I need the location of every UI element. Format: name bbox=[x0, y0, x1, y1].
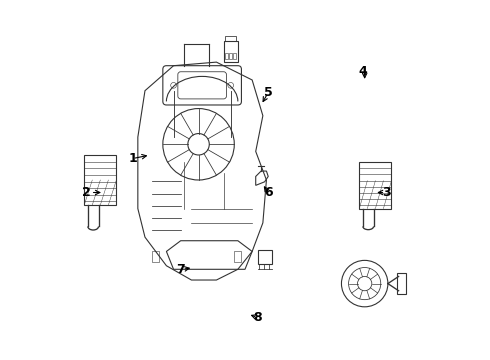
Text: 2: 2 bbox=[82, 186, 91, 199]
Text: 8: 8 bbox=[253, 311, 262, 324]
Text: 5: 5 bbox=[264, 86, 272, 99]
Text: 3: 3 bbox=[382, 186, 391, 199]
Text: 4: 4 bbox=[359, 64, 368, 77]
Text: 7: 7 bbox=[176, 263, 185, 276]
Text: 6: 6 bbox=[264, 186, 272, 199]
Text: 1: 1 bbox=[128, 152, 137, 165]
